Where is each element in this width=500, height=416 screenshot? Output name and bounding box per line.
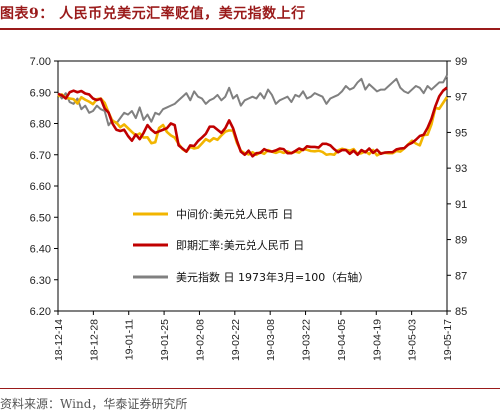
series-line-2 (57, 86, 448, 158)
left-axis-tick-label: 6.70 (30, 150, 51, 162)
legend-label-2: 即期汇率:美元兑人民币 日 (176, 238, 304, 252)
legend-label-1: 中间价:美元兑人民币 日 (176, 207, 293, 221)
title-divider (0, 28, 500, 30)
x-axis-tick-label: 19-04-19 (371, 319, 383, 361)
x-axis-tick-label: 19-05-17 (442, 319, 454, 361)
x-axis-tick-label: 19-03-22 (301, 319, 313, 361)
right-axis-tick-label: 97 (455, 92, 467, 104)
right-axis-tick-label: 91 (455, 199, 467, 211)
chart-series-lines (57, 74, 449, 158)
chart-canvas: 6.20 6.30 6.40 6.50 6.60 6.70 6.80 6.90 7.00 85 87… (30, 56, 468, 361)
x-axis-tick-label: 19-01-25 (159, 319, 171, 361)
left-axis-tick-label: 6.40 (30, 244, 51, 256)
x-axis-tick-label: 19-04-05 (336, 319, 348, 361)
left-axis-tick-label: 6.60 (30, 181, 51, 193)
x-axis-tick-label: 18-12-14 (53, 319, 65, 361)
legend-label-3: 美元指数 日 1973年3月=100（右轴） (176, 270, 369, 284)
x-axis-tick-label: 19-02-08 (194, 319, 206, 361)
x-axis-tick-label: 19-05-03 (407, 319, 419, 361)
left-axis-tick-label: 6.30 (30, 275, 51, 287)
right-axis-tick-label: 99 (455, 56, 467, 68)
left-axis-tick-label: 6.90 (30, 87, 51, 99)
series-line-3 (57, 74, 448, 127)
right-axis-tick-label: 93 (455, 163, 467, 175)
x-axis-tick-label: 18-12-28 (88, 319, 100, 361)
right-axis-tick-label: 87 (455, 270, 467, 282)
left-axis-tick-label: 6.20 (30, 306, 51, 318)
right-axis-tick-label: 85 (455, 306, 467, 318)
x-axis-tick-label: 19-01-11 (124, 319, 136, 360)
source-note: 资料来源：Wind，华泰证券研究所 (0, 397, 188, 411)
x-axis-tick-label: 19-02-22 (230, 319, 242, 361)
series-line-1 (57, 93, 449, 157)
left-axis-tick-label: 6.50 (30, 212, 51, 224)
chart-axes: 6.20 6.30 6.40 6.50 6.60 6.70 6.80 6.90 7.00 85 87… (30, 56, 468, 361)
right-axis-tick-label: 89 (455, 235, 467, 247)
x-axis-tick-label: 19-03-08 (265, 319, 277, 361)
left-axis-tick-label: 6.80 (30, 119, 51, 131)
chart-title: 图表9： 人民币兑美元汇率贬值，美元指数上行 (0, 6, 306, 22)
right-axis-tick-label: 95 (455, 127, 467, 139)
footer-divider (0, 388, 500, 389)
left-axis-tick-label: 7.00 (30, 56, 51, 68)
